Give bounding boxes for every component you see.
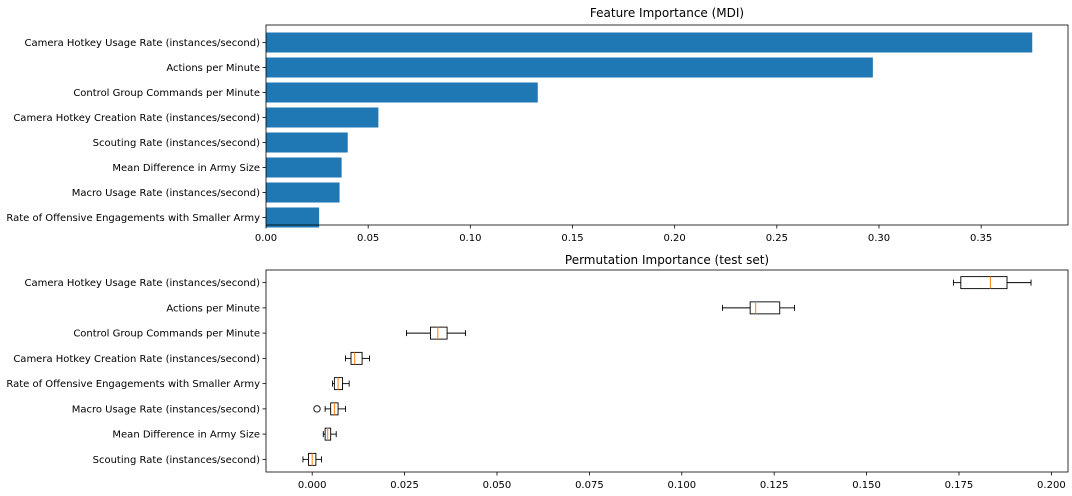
mdi-x-tick-label: 0.25 bbox=[766, 233, 788, 244]
permutation-y-tick-labels: Camera Hotkey Usage Rate (instances/seco… bbox=[6, 278, 266, 466]
mdi-x-tick-label: 0.05 bbox=[357, 233, 379, 244]
mdi-bar bbox=[266, 207, 320, 228]
mdi-bar bbox=[266, 82, 538, 103]
permutation-box bbox=[405, 326, 467, 340]
permutation-x-tick-label: 0.000 bbox=[298, 480, 327, 491]
mdi-bars bbox=[266, 32, 1033, 228]
permutation-box bbox=[313, 402, 346, 416]
mdi-y-tick-label: Actions per Minute bbox=[166, 63, 260, 74]
permutation-box bbox=[302, 452, 322, 466]
permutation-box bbox=[322, 427, 337, 441]
mdi-y-tick-labels: Camera Hotkey Usage Rate (instances/seco… bbox=[6, 38, 266, 224]
mdi-x-tick-label: 0.30 bbox=[868, 233, 890, 244]
permutation-x-tick-label: 0.175 bbox=[945, 480, 974, 491]
mdi-bar bbox=[266, 182, 340, 203]
mdi-bar bbox=[266, 57, 873, 78]
permutation-y-tick-label: Camera Hotkey Usage Rate (instances/seco… bbox=[24, 278, 260, 289]
permutation-y-tick-label: Rate of Offensive Engagements with Small… bbox=[6, 379, 260, 390]
box-iqr bbox=[960, 276, 1008, 290]
permutation-box bbox=[345, 351, 370, 365]
permutation-x-ticks: 0.000 0.025 0.050 0.075 0.100 0.125 0.150 0.175… bbox=[298, 472, 1066, 491]
mdi-x-tick-label: 0.10 bbox=[459, 233, 481, 244]
mdi-bar bbox=[266, 32, 1033, 53]
permutation-y-tick-label: Mean Difference in Army Size bbox=[112, 430, 260, 441]
permutation-x-tick-label: 0.150 bbox=[852, 480, 881, 491]
mdi-x-tick-label: 0.20 bbox=[664, 233, 686, 244]
permutation-y-tick-label: Scouting Rate (instances/second) bbox=[93, 455, 260, 466]
mdi-y-tick-label: Mean Difference in Army Size bbox=[112, 163, 260, 174]
mdi-x-ticks: 0.00 0.05 0.10 0.15 0.20 0.25 0.30 0.35 bbox=[255, 225, 992, 244]
permutation-y-tick-label: Macro Usage Rate (instances/second) bbox=[72, 404, 260, 415]
mdi-y-tick-label: Control Group Commands per Minute bbox=[73, 88, 260, 99]
mdi-bar bbox=[266, 157, 342, 178]
box-iqr bbox=[350, 351, 363, 365]
box-iqr bbox=[430, 326, 448, 340]
permutation-box bbox=[332, 377, 350, 391]
permutation-chart-title: Permutation Importance (test set) bbox=[565, 253, 769, 267]
permutation-x-tick-label: 0.100 bbox=[667, 480, 696, 491]
mdi-axes-frame bbox=[265, 24, 1069, 226]
mdi-x-tick-label: 0.35 bbox=[970, 233, 992, 244]
permutation-box bbox=[721, 301, 795, 315]
mdi-bar bbox=[266, 132, 348, 153]
permutation-x-tick-label: 0.075 bbox=[575, 480, 604, 491]
permutation-x-tick-label: 0.125 bbox=[760, 480, 789, 491]
mdi-panel: Feature Importance (MDI) Camera Hotkey U… bbox=[6, 6, 1069, 244]
mdi-x-tick-label: 0.00 bbox=[255, 233, 277, 244]
mdi-x-tick-label: 0.15 bbox=[561, 233, 583, 244]
mdi-y-tick-label: Camera Hotkey Creation Rate (instances/s… bbox=[13, 113, 260, 124]
permutation-y-tick-label: Control Group Commands per Minute bbox=[73, 329, 260, 340]
permutation-box bbox=[952, 276, 1032, 290]
permutation-x-tick-label: 0.200 bbox=[1037, 480, 1066, 491]
mdi-y-tick-label: Macro Usage Rate (instances/second) bbox=[72, 188, 260, 199]
permutation-x-tick-label: 0.050 bbox=[483, 480, 512, 491]
box-flier bbox=[313, 405, 321, 413]
permutation-axes-frame bbox=[265, 269, 1069, 473]
permutation-y-tick-label: Actions per Minute bbox=[166, 303, 260, 314]
mdi-bar bbox=[266, 107, 379, 128]
permutation-x-tick-label: 0.025 bbox=[390, 480, 419, 491]
permutation-boxes bbox=[302, 276, 1032, 466]
permutation-y-tick-label: Camera Hotkey Creation Rate (instances/s… bbox=[13, 354, 260, 365]
mdi-y-tick-label: Camera Hotkey Usage Rate (instances/seco… bbox=[24, 38, 260, 49]
permutation-panel: Permutation Importance (test set) Camera… bbox=[6, 253, 1069, 491]
mdi-chart-title: Feature Importance (MDI) bbox=[590, 6, 744, 20]
mdi-y-tick-label: Rate of Offensive Engagements with Small… bbox=[6, 213, 260, 224]
mdi-y-tick-label: Scouting Rate (instances/second) bbox=[93, 138, 260, 149]
box-iqr bbox=[749, 301, 781, 315]
